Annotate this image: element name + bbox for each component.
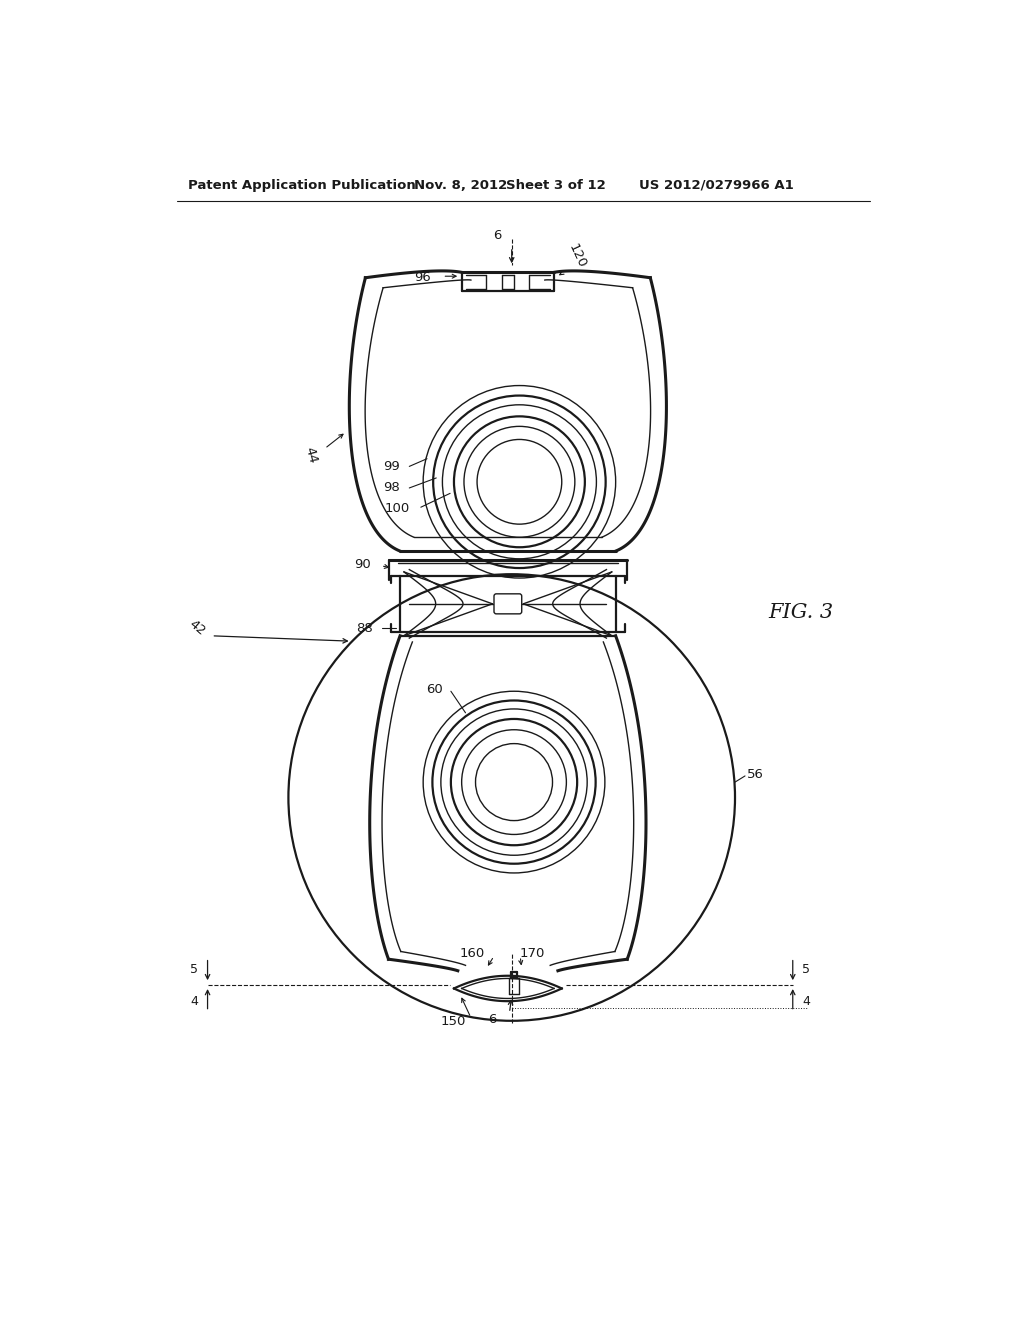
Text: 90: 90 bbox=[354, 557, 371, 570]
Text: Patent Application Publication: Patent Application Publication bbox=[188, 178, 416, 191]
Text: 6: 6 bbox=[487, 1012, 497, 1026]
Text: 100: 100 bbox=[385, 502, 410, 515]
Text: Sheet 3 of 12: Sheet 3 of 12 bbox=[506, 178, 606, 191]
Text: 170: 170 bbox=[519, 946, 545, 960]
Text: 96: 96 bbox=[414, 271, 431, 284]
Text: 42: 42 bbox=[186, 618, 208, 639]
Text: 4: 4 bbox=[190, 995, 199, 1008]
Text: 88: 88 bbox=[356, 622, 373, 635]
Text: 98: 98 bbox=[383, 482, 400, 495]
FancyBboxPatch shape bbox=[494, 594, 521, 614]
Text: 60: 60 bbox=[426, 684, 442, 696]
Text: US 2012/0279966 A1: US 2012/0279966 A1 bbox=[639, 178, 794, 191]
Text: 56: 56 bbox=[746, 768, 764, 781]
Text: 160: 160 bbox=[460, 946, 484, 960]
Text: 120: 120 bbox=[565, 242, 588, 271]
Text: 5: 5 bbox=[190, 962, 199, 975]
Text: 150: 150 bbox=[440, 1015, 466, 1028]
Text: Nov. 8, 2012: Nov. 8, 2012 bbox=[414, 178, 507, 191]
Text: 5: 5 bbox=[802, 962, 810, 975]
Text: FIG. 3: FIG. 3 bbox=[768, 603, 833, 622]
Text: 4: 4 bbox=[802, 995, 810, 1008]
Text: 44: 44 bbox=[302, 445, 319, 465]
Text: 6: 6 bbox=[494, 228, 502, 242]
Text: 99: 99 bbox=[383, 459, 400, 473]
